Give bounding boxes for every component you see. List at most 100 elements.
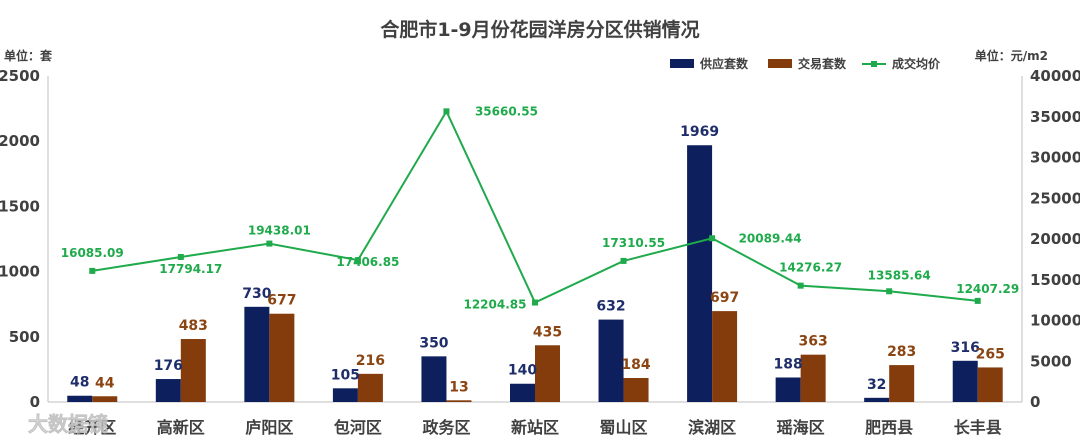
category-label: 长丰县 (954, 418, 1002, 437)
supply-bar (421, 356, 447, 402)
deal-bar (357, 373, 383, 402)
legend-price-label: 成交均价 (892, 56, 941, 71)
price-point (443, 108, 450, 115)
left-tick-label: 0 (30, 393, 40, 411)
bars (67, 145, 1003, 402)
supply-value-label: 1969 (680, 124, 719, 140)
price-value-label: 12204.85 (463, 298, 526, 312)
deal-bar (92, 396, 118, 402)
supply-bar (155, 379, 181, 402)
left-tick-label: 500 (9, 328, 40, 346)
left-tick-label: 1500 (0, 197, 40, 215)
deal-value-label: 265 (976, 346, 1005, 362)
supply-bar (864, 397, 890, 402)
category-label: 瑶海区 (777, 418, 825, 437)
deal-bar (712, 311, 738, 402)
price-point (354, 257, 361, 264)
deal-value-label: 283 (887, 344, 916, 360)
category-label: 滨湖区 (688, 418, 736, 437)
deal-bar (977, 367, 1003, 402)
left-axis-unit: 单位：套 (4, 48, 53, 63)
legend: 供应套数 交易套数 成交均价 (670, 56, 941, 71)
deal-bar (269, 313, 295, 402)
left-tick-label: 2500 (0, 67, 40, 85)
deal-bar (800, 354, 826, 402)
left-tick-label: 1000 (0, 263, 40, 281)
price-point (532, 299, 538, 306)
right-tick-label: 20000 (1030, 230, 1080, 248)
price-value-label: 17406.85 (336, 255, 399, 269)
supply-value-label: 48 (70, 375, 89, 391)
deal-value-label: 184 (621, 357, 650, 373)
supply-value-label: 140 (508, 363, 537, 379)
supply-value-label: 350 (419, 335, 448, 351)
right-tick-label: 35000 (1030, 108, 1080, 126)
deal-bar (623, 378, 649, 402)
supply-value-label: 105 (331, 367, 360, 383)
price-value-label: 20089.44 (739, 231, 802, 245)
supply-value-label: 176 (154, 358, 183, 374)
category-label: 新站区 (511, 418, 559, 437)
deal-bar (535, 345, 560, 402)
deal-value-label: 483 (179, 318, 208, 334)
right-tick-label: 0 (1030, 393, 1040, 411)
supply-bar (598, 319, 624, 402)
supply-value-label: 188 (774, 356, 803, 372)
category-label: 经开区 (68, 418, 116, 437)
right-tick-label: 10000 (1030, 312, 1080, 330)
price-point (177, 253, 184, 260)
category-labels: 经开区 高新区 庐阳区 包河区 政务区 新站区 蜀山区 滨湖区 瑶海区 肥西县 长丰县 (68, 418, 1001, 437)
price-value-label: 19438.01 (248, 224, 311, 238)
deal-bar (446, 400, 472, 402)
right-tick-label: 25000 (1030, 189, 1080, 207)
price-value-label: 13585.64 (868, 268, 931, 282)
category-label: 包河区 (334, 418, 382, 437)
legend-supply-label: 供应套数 (699, 56, 749, 71)
deal-value-label: 697 (710, 290, 739, 306)
deal-value-label: 44 (95, 375, 115, 391)
supply-bar (687, 145, 713, 402)
price-point (266, 240, 273, 247)
price-value-label: 35660.55 (475, 104, 538, 118)
deal-value-label: 435 (533, 324, 562, 340)
price-point (974, 297, 981, 304)
legend-supply-swatch (670, 59, 694, 68)
supply-value-label: 730 (242, 286, 271, 302)
deal-bar (889, 365, 915, 402)
supply-value-label: 632 (596, 299, 625, 315)
category-label: 庐阳区 (245, 418, 293, 437)
right-tick-label: 30000 (1030, 149, 1080, 167)
price-point (709, 235, 716, 242)
deal-value-label: 216 (356, 353, 385, 369)
chart-title: 合肥市1-9月份花园洋房分区供销情况 (380, 18, 699, 41)
category-label: 肥西县 (865, 418, 913, 437)
supply-bar (332, 388, 358, 402)
watermark-text: 大数据镜 (28, 412, 108, 436)
deal-value-label: 363 (799, 334, 828, 350)
price-line-path (92, 109, 978, 304)
deal-value-label: 13 (449, 379, 468, 395)
legend-price-marker (871, 61, 877, 67)
legend-deal-swatch (768, 59, 792, 68)
supply-bar (510, 383, 535, 402)
supply-bar (952, 360, 978, 402)
price-value-label: 17310.55 (602, 236, 665, 250)
price-line (89, 108, 981, 306)
category-label: 政务区 (422, 418, 470, 437)
right-tick-label: 5000 (1030, 352, 1072, 370)
supply-bar (775, 377, 801, 402)
price-value-label: 14276.27 (779, 261, 842, 275)
price-value-label: 17794.17 (159, 262, 222, 276)
price-point (620, 257, 627, 264)
price-point (89, 267, 96, 274)
legend-deal-label: 交易套数 (798, 56, 847, 71)
right-axis-unit: 单位：元/m2 (975, 48, 1048, 63)
price-point (886, 288, 893, 295)
deal-value-label: 677 (267, 293, 296, 309)
axes: 0500100015002000250005000100001500020000… (0, 67, 1080, 411)
supply-bar (67, 395, 93, 402)
left-tick-label: 2000 (0, 132, 40, 150)
price-value-label: 12407.29 (956, 282, 1019, 296)
